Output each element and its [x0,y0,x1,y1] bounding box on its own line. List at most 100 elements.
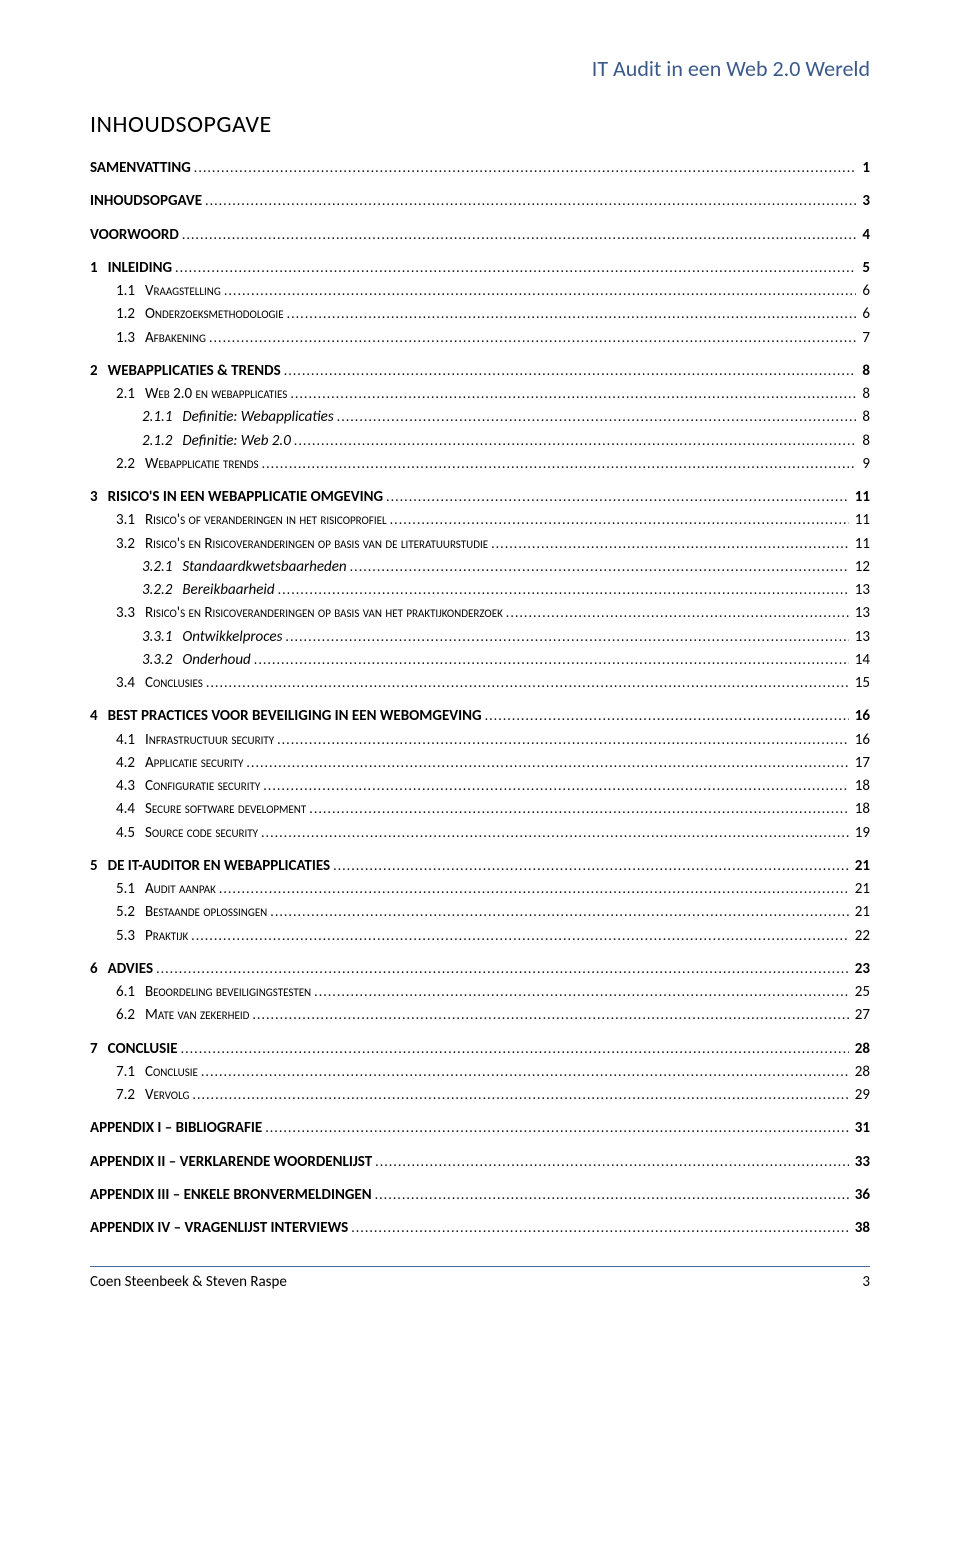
toc-entry: 2WEBAPPLICATIES & TRENDS8 [90,360,870,383]
toc-page: 1 [859,157,870,180]
toc-entry: 4BEST PRACTICES VOOR BEVEILIGING IN EEN … [90,705,870,728]
footer-rule [90,1266,870,1267]
toc-number: 7 [90,1038,108,1061]
toc-entry: APPENDIX IV – VRAGENLIJST INTERVIEWS38 [90,1217,870,1240]
toc-leaders [219,878,849,900]
toc-page: 16 [852,729,870,752]
toc-page: 23 [852,958,870,981]
toc-entry: 2.1Web 2.0 en webapplicaties8 [90,383,870,406]
toc-page: 31 [852,1117,870,1140]
toc-label: Risico's of veranderingen in het risicop… [145,509,387,532]
toc-label: Standaardkwetsbaarheden [182,556,346,579]
toc-number: 1 [90,257,108,280]
toc-label: VOORWOORD [90,224,179,247]
toc-entry: 3RISICO'S IN EEN WEBAPPLICATIE OMGEVING1… [90,486,870,509]
toc-label: Risico's en Risicoveranderingen op basis… [145,602,503,625]
toc-entry: 3.3.1Ontwikkelproces13 [90,626,870,649]
toc-number: 6 [90,958,108,981]
toc-label: Afbakening [145,327,206,350]
toc-entry: 4.3Configuratie security18 [90,775,870,798]
toc-entry: 7CONCLUSIE28 [90,1038,870,1061]
toc-title: INHOUDSOPGAVE [90,110,870,139]
toc-entry: 6.2Mate van zekerheid27 [90,1004,870,1027]
toc-number: 3.1 [116,509,145,532]
toc-leaders [262,453,857,475]
toc-entry: 3.2Risico's en Risicoveranderingen op ba… [90,533,870,556]
toc-label: Ontwikkelproces [182,626,282,649]
toc-entry: 3.1Risico's of veranderingen in het risi… [90,509,870,532]
toc-page: 8 [859,430,870,453]
toc-entry: 6.1Beoordeling beveiligingstesten25 [90,981,870,1004]
toc-number: 7.1 [116,1061,145,1084]
toc-leaders [261,822,849,844]
toc-label: APPENDIX III – ENKELE BRONVERMELDINGEN [90,1184,372,1207]
toc-entry: APPENDIX III – ENKELE BRONVERMELDINGEN 36 [90,1184,870,1207]
toc-label: Onderhoud [182,649,250,672]
toc-leaders [206,672,849,694]
toc-entry: 3.2.1Standaardkwetsbaarheden12 [90,556,870,579]
toc-number: 5.3 [116,925,145,948]
toc-number: 4 [90,705,108,728]
toc-leaders [390,509,849,531]
toc-page: 7 [859,327,870,350]
toc-entry: 2.1.1Definitie: Webapplicaties8 [90,406,870,429]
toc-number: 4.5 [116,822,145,845]
toc-page: 33 [852,1151,870,1174]
toc-number: 2.1 [116,383,145,406]
toc-entry: 5.2Bestaande oplossingen21 [90,901,870,924]
toc-number: 1.2 [116,303,145,326]
toc-label: Applicatie security [145,752,243,775]
toc-page: 4 [859,224,870,247]
toc-leaders [506,602,849,624]
toc-leaders [254,649,849,671]
toc-entry: 7.2Vervolg29 [90,1084,870,1107]
toc-leaders [375,1184,849,1206]
toc-label: CONCLUSIE [108,1038,178,1061]
toc-label: Definitie: Web 2.0 [182,430,290,453]
toc-leaders [263,775,849,797]
toc-leaders [246,752,848,774]
table-of-contents: SAMENVATTING1INHOUDSOPGAVE3VOORWOORD41IN… [90,157,870,1240]
toc-leaders [294,430,857,452]
toc-entry: SAMENVATTING1 [90,157,870,180]
toc-leaders [351,1217,849,1239]
toc-page: 3 [859,190,870,213]
toc-entry: 3.4Conclusies15 [90,672,870,695]
toc-label: Risico's en Risicoveranderingen op basis… [145,533,488,556]
toc-leaders [224,280,857,302]
toc-entry: 7.1Conclusie28 [90,1061,870,1084]
toc-page: 18 [852,798,870,821]
toc-entry: 4.1Infrastructuur security16 [90,729,870,752]
toc-page: 13 [852,626,870,649]
toc-label: Audit aanpak [145,878,216,901]
toc-label: RISICO'S IN EEN WEBAPPLICATIE OMGEVING [108,486,383,509]
toc-leaders [350,556,849,578]
toc-entry: APPENDIX II – VERKLARENDE WOORDENLIJST33 [90,1151,870,1174]
toc-number: 1.1 [116,280,145,303]
toc-entry: 3.2.2Bereikbaarheid13 [90,579,870,602]
toc-page: 11 [852,509,870,532]
toc-page: 19 [852,822,870,845]
toc-page: 36 [852,1184,870,1207]
toc-entry: INHOUDSOPGAVE3 [90,190,870,213]
toc-number: 5.1 [116,878,145,901]
toc-number: 2 [90,360,108,383]
toc-leaders [252,1004,848,1026]
toc-label: Web 2.0 en webapplicaties [145,383,287,406]
toc-number: 4.2 [116,752,145,775]
toc-number: 4.4 [116,798,145,821]
toc-label: ADVIES [108,958,153,981]
toc-number: 4.1 [116,729,145,752]
toc-leaders [491,533,849,555]
toc-entry: 2.2Webapplicatie trends9 [90,453,870,476]
toc-leaders [314,981,849,1003]
toc-number: 1.3 [116,327,145,350]
toc-label: APPENDIX I – BIBLIOGRAFIE [90,1117,262,1140]
toc-entry: 5DE IT-AUDITOR EN WEBAPPLICATIES21 [90,855,870,878]
toc-leaders [290,383,856,405]
toc-leaders [181,1038,849,1060]
toc-number: 3.3.2 [142,649,182,672]
toc-leaders [194,157,857,179]
toc-page: 11 [852,486,870,509]
toc-leaders [285,626,848,648]
